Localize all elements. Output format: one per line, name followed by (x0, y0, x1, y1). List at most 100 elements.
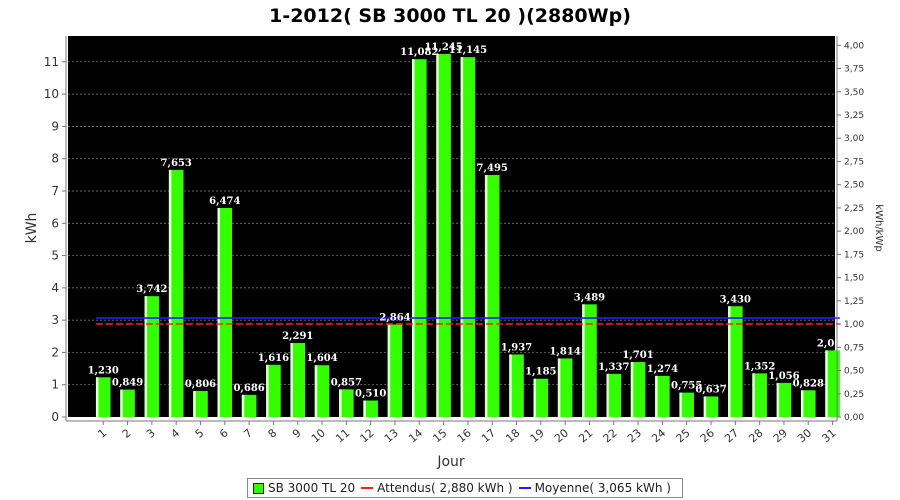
bar (217, 207, 233, 417)
x-tick-label: 24 (649, 426, 668, 445)
bar (703, 396, 719, 417)
x-tick-label: 20 (552, 426, 571, 445)
x-tick-label: 25 (674, 426, 693, 445)
bar (582, 304, 597, 417)
y-tick-label: 10 (44, 87, 59, 101)
x-tick-label: 5 (193, 426, 207, 440)
data-labels: 1,230 0,849 3,742 7,653 0,806 6,474 0,686 1,616… (88, 42, 849, 400)
data-label: 1,352 (744, 361, 775, 372)
bar-highlight (582, 304, 585, 417)
bar (363, 400, 378, 417)
x-tick-label: 23 (625, 426, 644, 445)
legend-label-expected: Attendus( 2,880 kWh ) (377, 481, 513, 495)
bar (387, 324, 403, 417)
y2-tick-label: 3,75 (844, 65, 864, 75)
bar (144, 296, 160, 417)
x-tick-label: 21 (576, 426, 595, 445)
y2-tick-label: 3,50 (844, 88, 864, 98)
bar-highlight (460, 57, 464, 417)
bar-highlight (703, 396, 707, 417)
data-label: 1,185 (525, 367, 556, 378)
y2-axis: 0,00 0,25 0,50 0,75 1,00 1,25 1,50 1,75 2,00 2,25… (836, 36, 864, 423)
x-tick-label: 3 (144, 426, 158, 440)
x-tick-label: 26 (698, 426, 717, 445)
data-label: 2,864 (379, 313, 410, 324)
bar-highlight (557, 358, 561, 417)
y-tick-label: 1 (51, 378, 59, 392)
x-tick-label: 16 (455, 426, 474, 445)
bar-highlight (217, 207, 221, 417)
bar-highlight (120, 389, 123, 417)
bar (484, 175, 500, 417)
x-tick-label: 27 (722, 426, 741, 445)
x-tick-label: 4 (168, 426, 182, 440)
y2-tick-label: 3,25 (844, 111, 864, 121)
bar-highlight (314, 365, 318, 417)
x-axis-title: Jour (436, 454, 465, 470)
x-tick-label: 6 (217, 426, 231, 440)
bar-highlight (484, 175, 488, 417)
legend-item-series: SB 3000 TL 20 (253, 481, 355, 495)
bar-highlight (241, 394, 245, 417)
data-label: 1,274 (647, 364, 678, 375)
x-tick-label: 11 (333, 426, 352, 445)
bar (800, 390, 816, 417)
y2-tick-label: 1,00 (844, 320, 864, 330)
y2-tick-label: 2,75 (844, 157, 864, 167)
bar-highlight (168, 169, 172, 417)
bar (557, 358, 573, 417)
y-tick-label: 3 (51, 313, 59, 327)
data-label: 1,616 (258, 353, 289, 364)
y-tick-label: 2 (51, 345, 59, 359)
bar-highlight (387, 324, 391, 417)
x-tick-label: 10 (309, 426, 328, 445)
bar (241, 394, 257, 417)
bar-highlight (339, 389, 342, 417)
data-label: 7,495 (477, 163, 508, 174)
data-label: 0,755 (671, 381, 702, 392)
bar (533, 378, 549, 417)
bar (314, 365, 330, 417)
y2-tick-label: 4,00 (844, 41, 864, 51)
y2-axis-title: kWh/kWp (873, 204, 884, 251)
x-tick-label: 14 (406, 426, 425, 445)
legend-item-average: Moyenne( 3,065 kWh ) (518, 481, 671, 495)
data-label: 1,056 (768, 371, 799, 382)
x-tick-label: 30 (795, 426, 814, 445)
bar-highlight (266, 364, 269, 417)
data-label: 1,937 (501, 342, 532, 353)
bar-highlight (655, 375, 658, 417)
bar (411, 59, 427, 417)
plot-area (68, 36, 835, 417)
bar-highlight (752, 373, 755, 417)
x-tick-label: 9 (290, 426, 304, 440)
x-tick-label: 29 (771, 426, 790, 445)
data-label: 6,474 (209, 196, 240, 207)
y-tick-label: 0 (51, 410, 59, 424)
bars (95, 53, 840, 417)
bar (606, 373, 622, 417)
x-tick-label: 1 (95, 426, 109, 440)
data-label: 3,489 (574, 292, 605, 303)
x-tick-label: 31 (819, 426, 838, 445)
bar (825, 350, 840, 417)
bar-highlight (290, 343, 293, 417)
x-tick-label: 15 (430, 426, 449, 445)
x-tick-label: 2 (120, 426, 134, 440)
x-tick-label: 13 (382, 426, 401, 445)
chart-title: 1-2012( SB 3000 TL 20 )(2880Wp) (269, 5, 631, 27)
y2-tick-label: 0,50 (844, 367, 864, 377)
y2-tick-label: 0,00 (844, 413, 864, 423)
x-axis: 1 2 3 4 5 6 7 8 9 10 11 12 13 14 15 16 17 18 19 20 21 22 23 24 2… (66, 420, 838, 445)
bar-highlight (144, 296, 148, 417)
y2-tick-label: 3,00 (844, 134, 864, 144)
x-tick-label: 12 (358, 426, 377, 445)
y2-tick-label: 1,50 (844, 274, 864, 284)
data-label: 1,701 (622, 350, 653, 361)
bar-highlight (825, 350, 828, 417)
y2-tick-label: 2,25 (844, 204, 864, 214)
data-label: 0,857 (331, 377, 362, 388)
bar-highlight (776, 382, 780, 417)
bar-highlight (630, 362, 634, 417)
data-label: 0,849 (112, 378, 143, 389)
